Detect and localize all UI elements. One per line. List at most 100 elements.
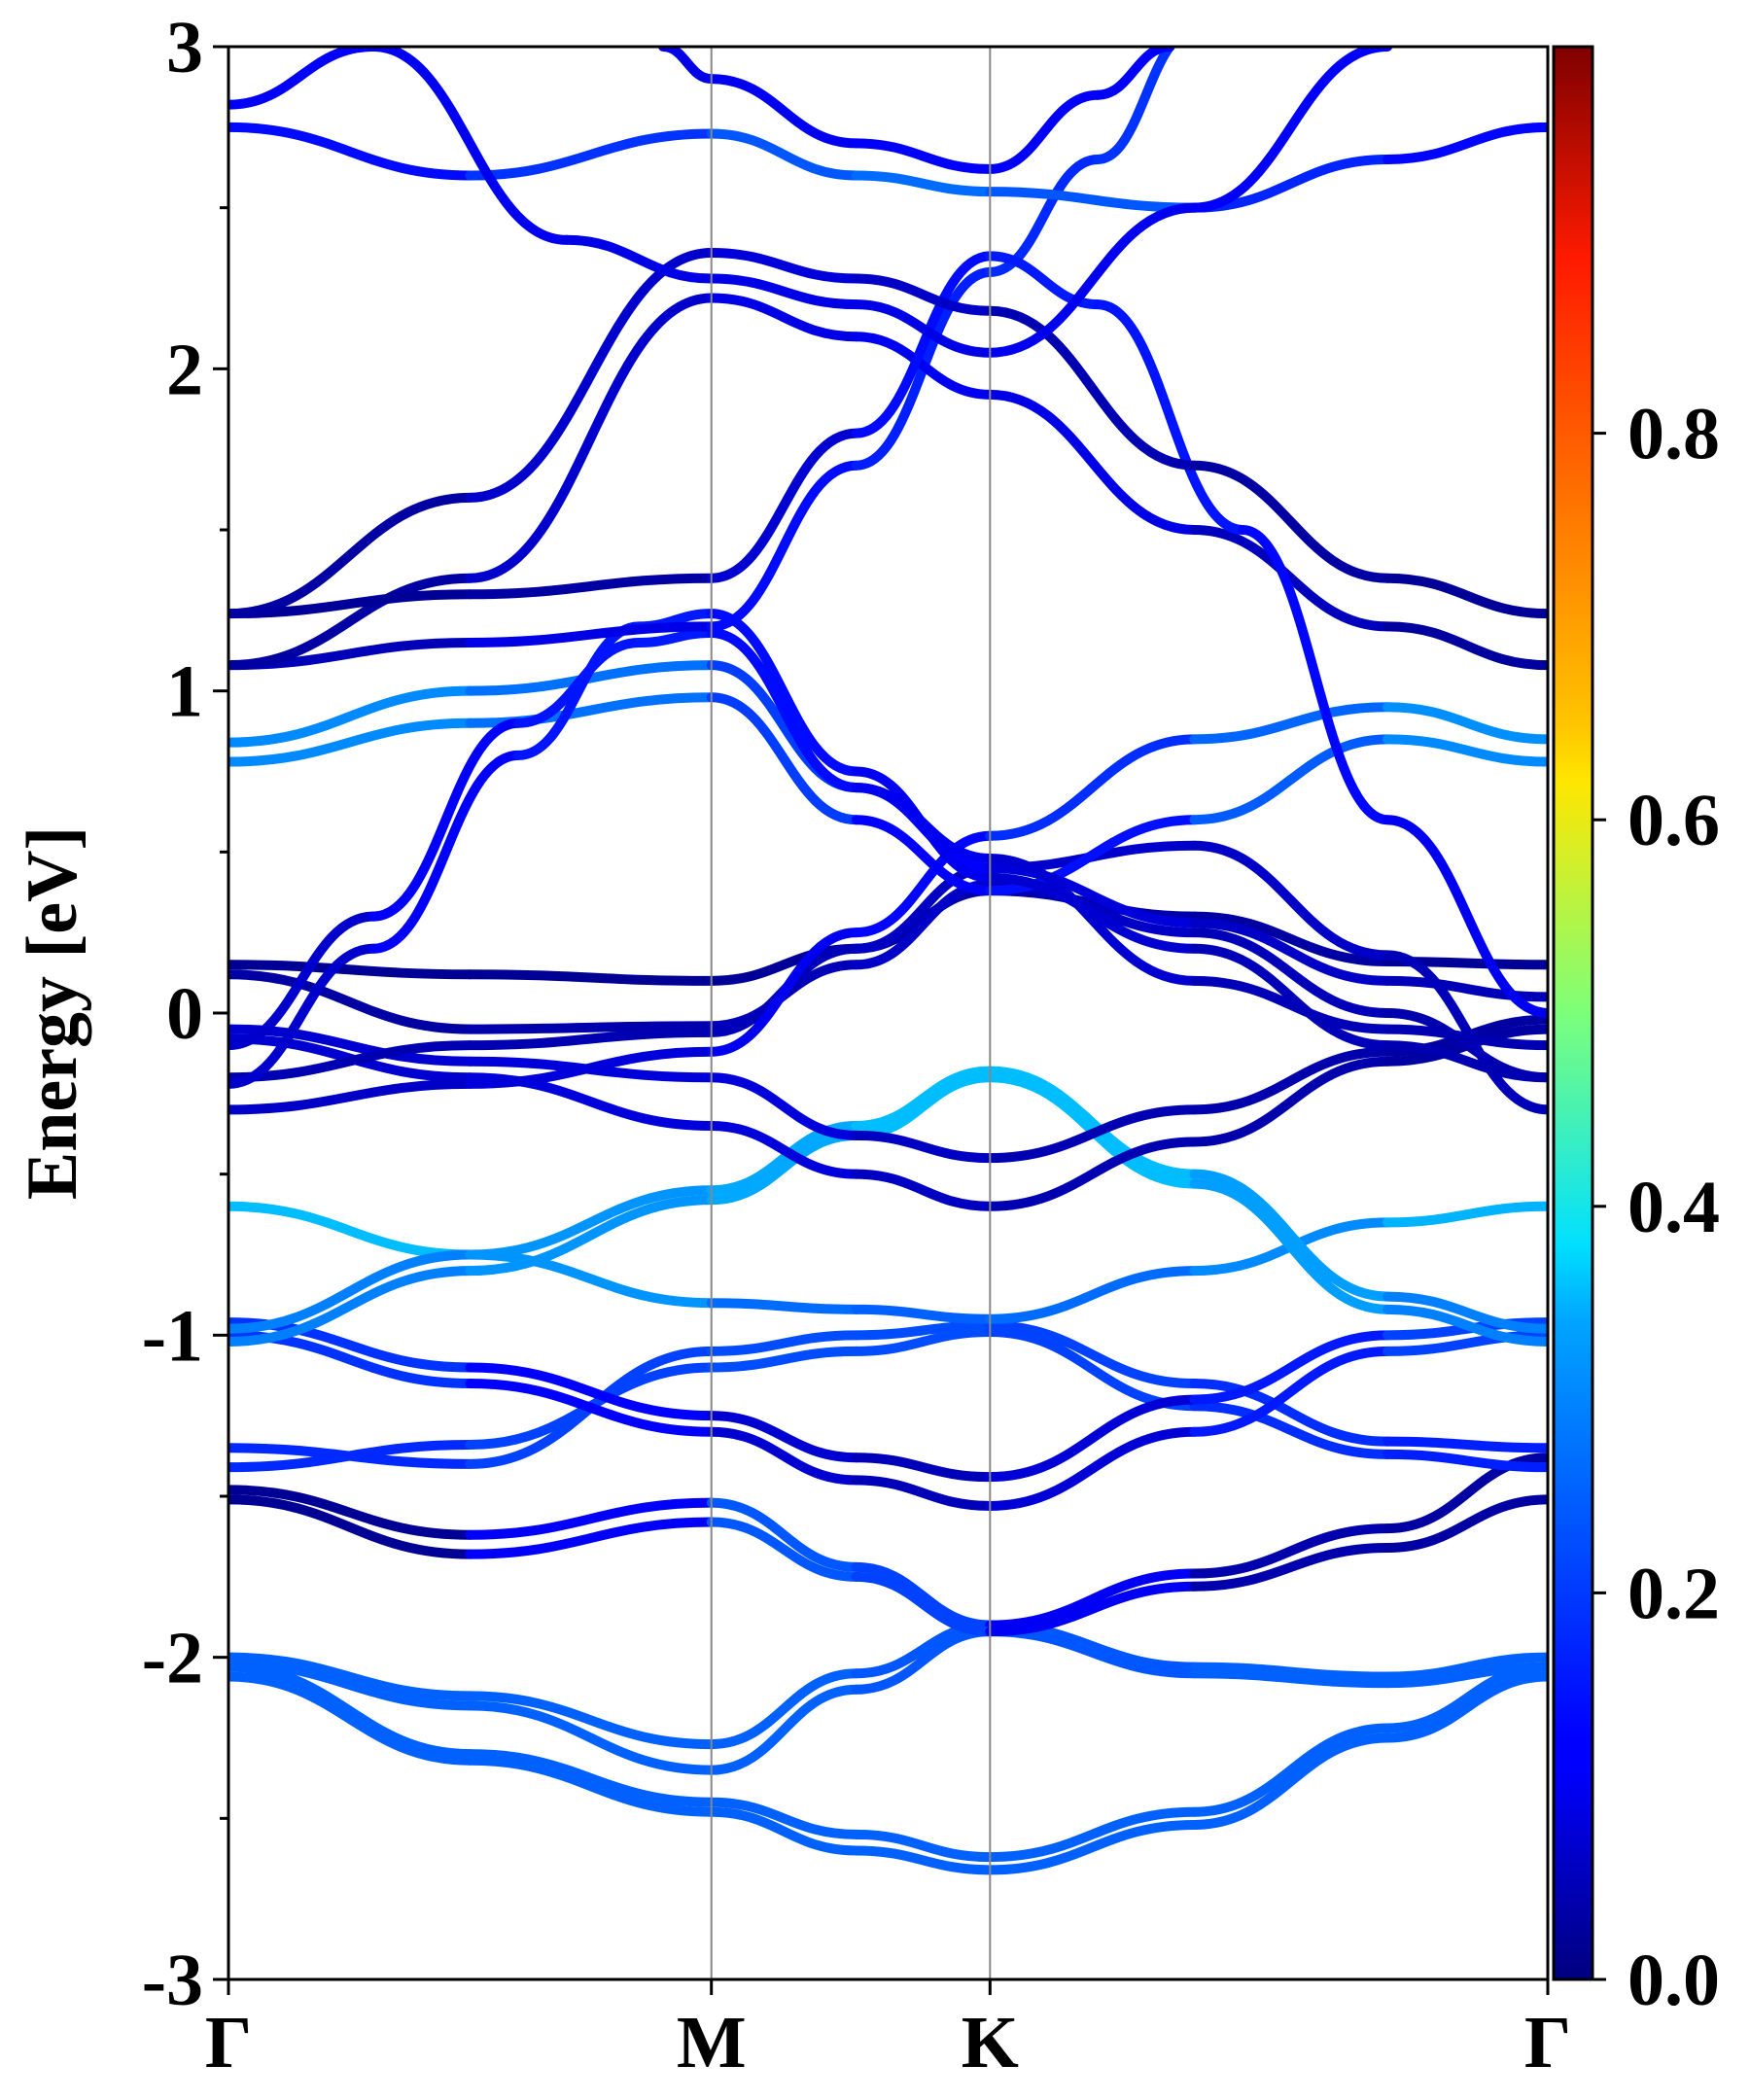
band-segment xyxy=(1382,122,1548,164)
band-segment xyxy=(228,1078,475,1115)
band-segment xyxy=(228,911,379,1051)
band-segment xyxy=(706,1346,861,1373)
band-27 xyxy=(228,248,1548,619)
band-29 xyxy=(228,47,1393,358)
band-25 xyxy=(228,293,1548,671)
band-28 xyxy=(228,122,1548,213)
colorbar-tick-label: 0.4 xyxy=(1628,1167,1720,1248)
band-segment xyxy=(851,170,996,197)
y-tick-label: 0 xyxy=(166,973,203,1055)
band-segment xyxy=(1382,1201,1548,1228)
band-segment xyxy=(1238,525,1393,825)
band-segment xyxy=(368,750,524,954)
band-6 xyxy=(228,1494,1548,1637)
band-segment xyxy=(465,1379,717,1437)
band-segment xyxy=(1189,1178,1393,1314)
band-segment xyxy=(1382,621,1548,671)
band-segment xyxy=(1382,1452,1548,1534)
band-segment xyxy=(228,1659,475,1711)
y-axis: -3 -2 -1 0 1 2 3 xyxy=(142,7,228,2021)
colorbar-tick-label: 0.6 xyxy=(1628,780,1720,861)
band-segment xyxy=(561,234,717,284)
band-segment xyxy=(1382,573,1548,619)
band-segment xyxy=(1189,47,1393,213)
band-segment xyxy=(1189,1169,1393,1302)
band-segment xyxy=(851,1452,996,1483)
band-segment xyxy=(465,1362,717,1421)
band-segment xyxy=(706,428,861,583)
band-segment xyxy=(465,1691,717,1750)
band-segment xyxy=(465,621,717,648)
band-segment xyxy=(851,1829,996,1863)
band-segment xyxy=(985,1819,1200,1875)
colorbar-tick-label: 0.0 xyxy=(1628,1940,1720,2021)
band-segment xyxy=(465,1185,717,1260)
y-tick-label: 1 xyxy=(166,651,203,733)
band-segment xyxy=(228,573,475,671)
colorbar xyxy=(1552,45,1594,1981)
band-15 xyxy=(228,1024,1548,1211)
band-segment xyxy=(1189,734,1393,825)
band-segment xyxy=(465,969,717,986)
band-segment xyxy=(706,1072,861,1140)
band-segment xyxy=(706,1330,861,1356)
band-20 xyxy=(228,692,1548,896)
band-segment xyxy=(985,1104,1200,1164)
band-segment xyxy=(1189,1379,1393,1447)
band-segment xyxy=(706,293,861,342)
band-segment xyxy=(706,1517,861,1582)
band-segment xyxy=(1382,1662,1548,1733)
band-segment xyxy=(658,47,717,85)
band-segment xyxy=(985,734,1200,841)
band-segment xyxy=(465,293,717,583)
band-segment xyxy=(851,1304,996,1324)
band-segment xyxy=(706,1120,861,1179)
band-segment xyxy=(985,89,1103,174)
band-segment xyxy=(851,1327,996,1356)
band-segment xyxy=(851,1571,996,1637)
band-segment xyxy=(706,1411,861,1463)
x-tick-label: Γ xyxy=(205,2002,252,2083)
band-segment xyxy=(706,128,861,181)
band-segment xyxy=(465,1700,717,1775)
band-segment xyxy=(465,1749,717,1807)
band-segment xyxy=(1189,840,1393,961)
band-segment xyxy=(465,1497,717,1540)
x-tick-label: Γ xyxy=(1524,2002,1571,2083)
band-5 xyxy=(228,1452,1548,1630)
band-segment xyxy=(513,637,645,728)
band-segment xyxy=(985,202,1200,358)
band-segment xyxy=(228,1494,475,1559)
band-12 xyxy=(228,1066,1548,1334)
band-segment xyxy=(1382,734,1548,767)
band-segment xyxy=(851,1169,996,1211)
band-segment xyxy=(851,1845,996,1875)
band-segment xyxy=(1189,975,1393,1034)
band-segment xyxy=(465,128,717,181)
band-segment xyxy=(1189,460,1393,583)
band-segment xyxy=(985,1266,1200,1324)
band-segment xyxy=(1382,1671,1548,1743)
band-segment xyxy=(851,273,996,316)
y-tick-label: 3 xyxy=(166,7,203,88)
band-segment xyxy=(985,1320,1200,1389)
band-segment xyxy=(228,1671,475,1766)
band-segment xyxy=(1382,702,1548,745)
band-segment xyxy=(1189,1046,1393,1115)
band-segment xyxy=(706,628,861,793)
band-segment xyxy=(706,74,861,149)
band-segment xyxy=(1382,1024,1548,1051)
band-segment xyxy=(465,1755,717,1817)
band-segment xyxy=(706,1497,861,1572)
band-segment xyxy=(1189,525,1393,632)
band-segment xyxy=(368,47,572,245)
band-segment xyxy=(228,1040,475,1083)
band-segment xyxy=(1189,928,1393,1018)
band-segment xyxy=(1093,299,1248,535)
band-segment xyxy=(985,1137,1200,1211)
band-segment xyxy=(1189,1523,1393,1579)
band-segment xyxy=(228,960,475,980)
band-segment xyxy=(465,1195,717,1277)
band-segment xyxy=(706,692,861,825)
band-segment xyxy=(706,1797,861,1839)
